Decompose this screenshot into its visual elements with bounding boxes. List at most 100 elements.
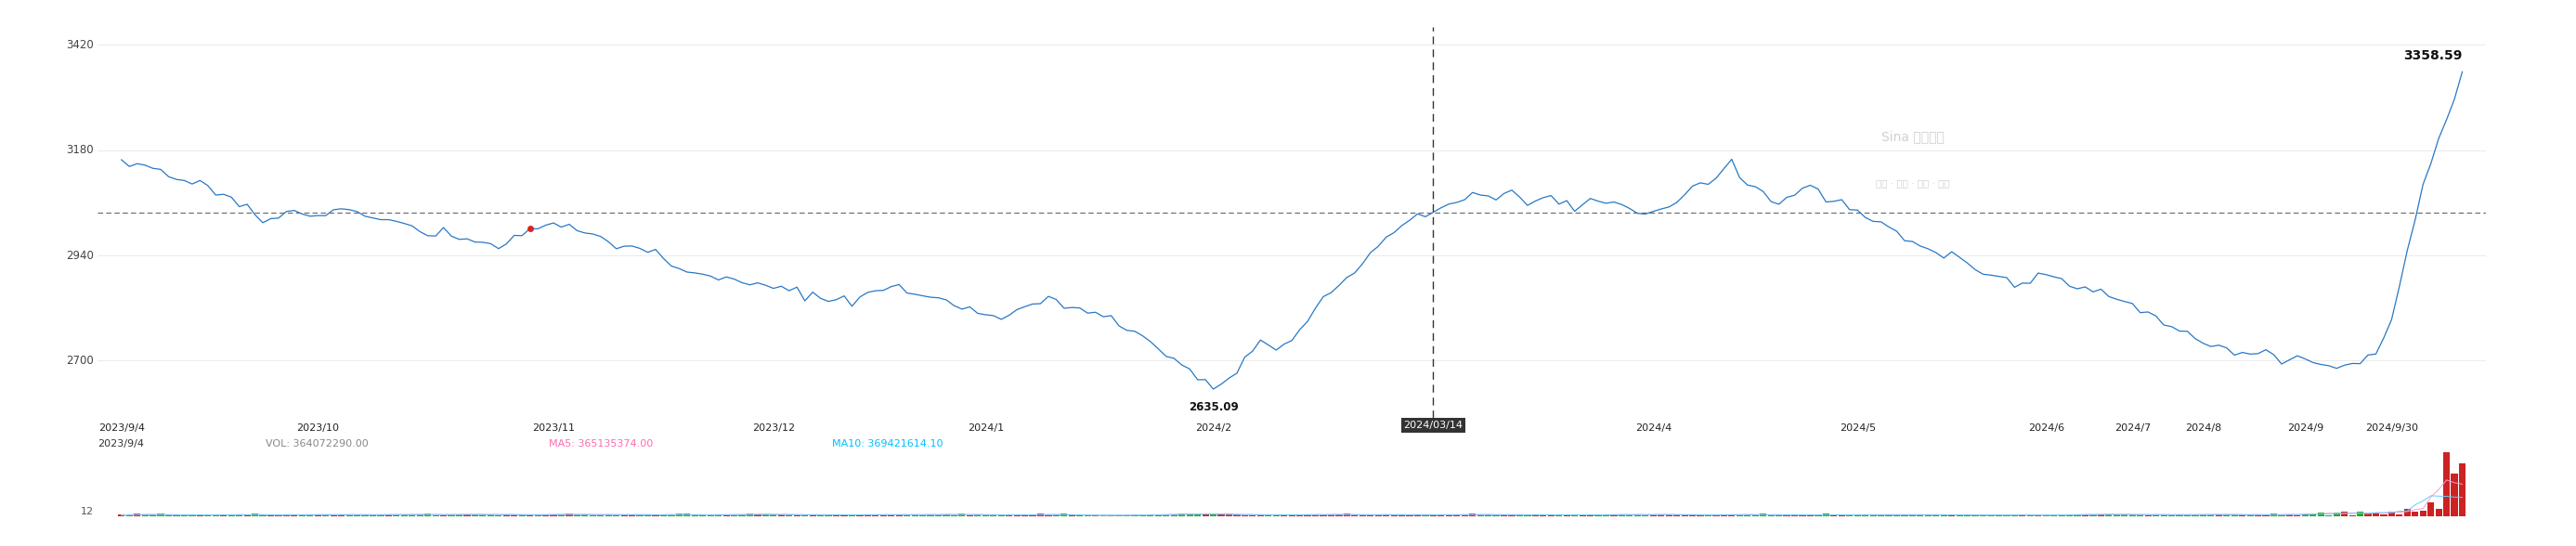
Bar — [1909, 514, 1917, 516]
Bar — [291, 515, 299, 516]
Bar — [1211, 514, 1216, 516]
Bar — [2200, 514, 2208, 516]
Bar — [1005, 515, 1012, 516]
Bar — [2334, 513, 2339, 516]
Bar — [1533, 514, 1538, 516]
Bar — [1824, 514, 1829, 516]
Bar — [1736, 514, 1744, 516]
Bar — [2239, 514, 2246, 516]
Bar — [1195, 514, 1200, 516]
Bar — [2396, 514, 2403, 516]
Bar — [211, 515, 219, 516]
Bar — [1257, 514, 1265, 516]
Bar — [832, 515, 840, 516]
Bar — [464, 514, 471, 516]
Bar — [2215, 514, 2223, 516]
Bar — [2035, 515, 2040, 516]
Bar — [904, 514, 909, 516]
Bar — [410, 514, 415, 516]
Bar — [1667, 515, 1672, 516]
Text: 3420: 3420 — [67, 39, 93, 51]
Bar — [2146, 515, 2151, 516]
Text: 2024/4: 2024/4 — [1636, 423, 1672, 432]
Bar — [157, 514, 165, 516]
Bar — [2128, 515, 2136, 516]
Bar — [786, 514, 793, 516]
Bar — [361, 515, 368, 516]
Bar — [1886, 515, 1893, 516]
Bar — [2349, 515, 2354, 516]
Bar — [1893, 515, 1901, 516]
Bar — [502, 515, 510, 516]
Bar — [1790, 514, 1798, 516]
Bar — [1337, 514, 1342, 516]
Bar — [1602, 515, 1610, 516]
Bar — [322, 515, 330, 516]
Text: 3180: 3180 — [67, 144, 93, 156]
Bar — [1406, 515, 1414, 516]
Text: 2024/8: 2024/8 — [2184, 423, 2221, 432]
Bar — [2097, 514, 2105, 516]
Bar — [1226, 514, 1231, 516]
Bar — [1038, 514, 1043, 516]
Bar — [1154, 515, 1162, 516]
Bar — [1054, 515, 1059, 516]
Bar — [456, 514, 464, 516]
Bar — [1633, 514, 1641, 516]
Bar — [1265, 515, 1273, 516]
Bar — [629, 515, 636, 516]
Bar — [2460, 463, 2465, 516]
Text: 2023/11: 2023/11 — [533, 423, 574, 432]
Bar — [1203, 514, 1208, 516]
Bar — [1618, 514, 1625, 516]
Bar — [2058, 515, 2066, 516]
Bar — [848, 515, 855, 516]
Text: 2023/10: 2023/10 — [296, 423, 340, 432]
Bar — [544, 515, 549, 516]
Bar — [690, 515, 698, 516]
Bar — [149, 515, 157, 516]
Bar — [1870, 514, 1875, 516]
Bar — [551, 514, 556, 516]
Bar — [793, 515, 801, 516]
Bar — [510, 514, 518, 516]
Bar — [2043, 515, 2050, 516]
Bar — [2311, 514, 2316, 516]
Text: 2024/9/30: 2024/9/30 — [2365, 423, 2419, 432]
Bar — [237, 515, 242, 516]
Bar — [997, 514, 1005, 516]
Bar — [559, 515, 564, 516]
Bar — [2027, 515, 2032, 516]
Bar — [2388, 512, 2396, 516]
Bar — [724, 515, 729, 516]
Bar — [1564, 515, 1571, 516]
Bar — [1806, 515, 1814, 516]
Bar — [739, 515, 744, 516]
Bar — [981, 515, 989, 516]
Bar — [1422, 515, 1430, 516]
Bar — [1625, 514, 1633, 516]
Bar — [1023, 515, 1028, 516]
Bar — [2020, 515, 2025, 516]
Bar — [567, 514, 572, 516]
Bar — [1352, 515, 1358, 516]
Bar — [762, 514, 768, 516]
Bar — [219, 514, 227, 516]
Text: 3358.59: 3358.59 — [2403, 49, 2463, 62]
Bar — [2277, 515, 2285, 516]
Bar — [935, 514, 943, 516]
Bar — [1188, 514, 1193, 516]
Bar — [1963, 515, 1971, 516]
Bar — [1476, 514, 1484, 516]
Bar — [966, 515, 974, 516]
Text: 2024/9: 2024/9 — [2287, 423, 2324, 432]
Bar — [448, 515, 456, 516]
Bar — [1659, 515, 1664, 516]
Bar — [1399, 514, 1404, 516]
Bar — [1484, 514, 1492, 516]
Text: 2023/9/4: 2023/9/4 — [98, 440, 144, 449]
Bar — [2380, 514, 2388, 516]
Bar — [1146, 515, 1154, 516]
Bar — [2169, 515, 2174, 516]
Bar — [118, 514, 124, 516]
